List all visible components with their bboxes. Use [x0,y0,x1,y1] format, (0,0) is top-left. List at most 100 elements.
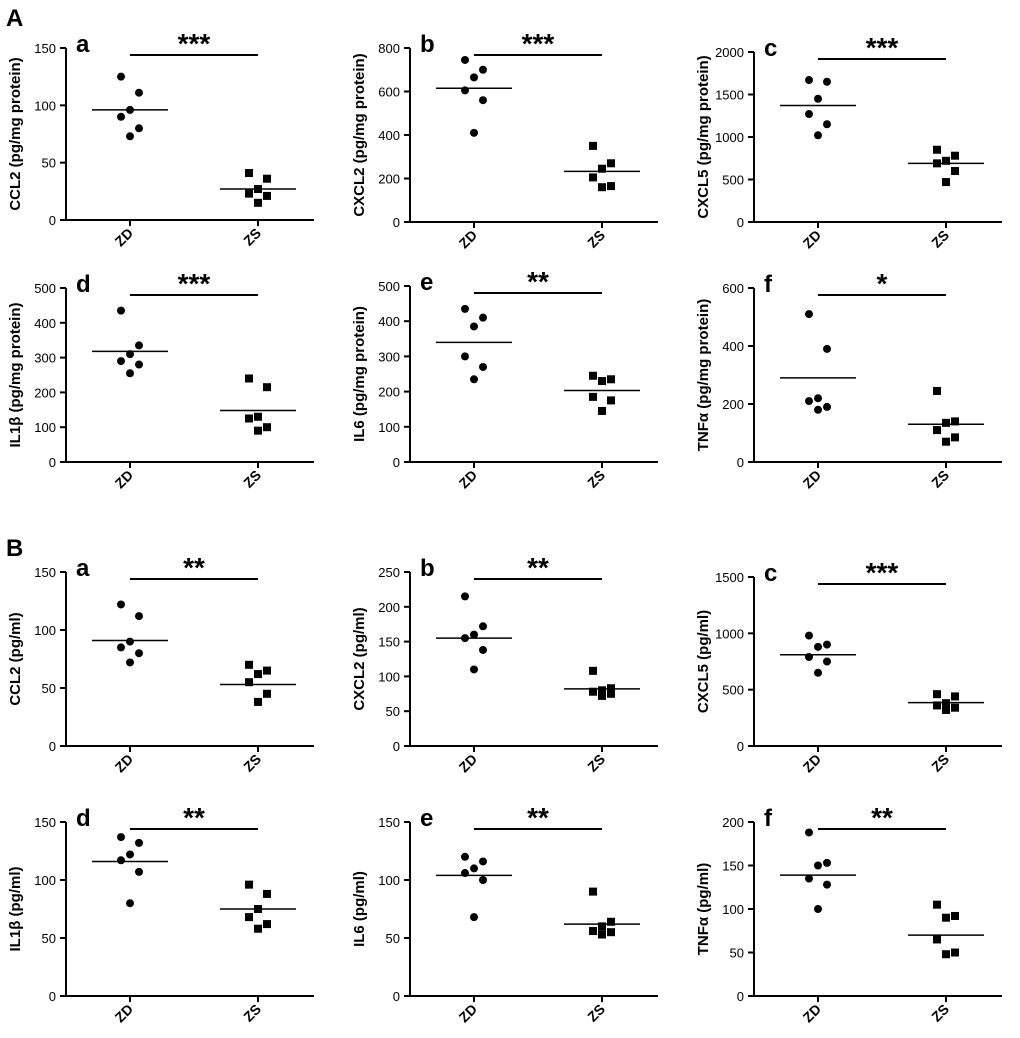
y-axis-label: CXCL2 (pg/ml) [351,607,368,710]
data-point-zs [942,178,950,187]
y-tick-label: 1000 [715,130,744,145]
data-point-zs [589,141,597,150]
data-point-zd [461,304,469,313]
data-point-zd [805,76,813,85]
data-point-zd [805,310,813,319]
data-point-zd [479,857,487,866]
panel-b-f: 0 50 100 150 200 ZD ZS TNFα (pg/ml) f ** [695,802,1002,1025]
data-point-zs [263,666,271,675]
x-category-label: ZD [800,751,825,776]
data-point-zd [135,360,143,369]
panel-letter: b [420,31,435,58]
significance-stars: *** [178,28,211,59]
data-point-zs [589,666,597,675]
significance-stars: ** [527,802,549,833]
data-point-zs [933,426,941,435]
y-axis-label: CCL2 (pg/mg protein) [7,57,24,210]
data-point-zd [814,642,822,651]
panel-b-a: 0 50 100 150 ZD ZS CCL2 (pg/ml) a ** [7,552,314,775]
y-tick-label: 50 [42,681,56,696]
data-point-zs [933,145,941,154]
y-tick-label: 150 [34,41,56,56]
significance-stars: *** [866,32,899,63]
data-point-zd [135,649,143,658]
data-point-zd [135,867,143,876]
data-point-zd [823,657,831,666]
data-point-zs [598,164,606,173]
y-tick-label: 200 [378,600,400,615]
significance-stars: * [877,268,888,299]
panel-a-a: 0 50 100 150 ZD ZS CCL2 (pg/mg protein) a *** [7,28,314,249]
data-point-zs [607,182,615,191]
y-tick-label: 0 [49,455,56,470]
y-tick-label: 200 [378,172,400,187]
data-point-zs [263,383,271,392]
significance-stars: ** [183,802,205,833]
x-category-label: ZD [112,751,137,776]
x-category-label: ZS [240,225,264,249]
y-tick-label: 200 [722,815,744,830]
y-tick-label: 300 [378,349,400,364]
data-point-zd [470,128,478,137]
panel-letter: a [76,555,90,582]
x-category-label: ZD [112,225,137,250]
panel-a-e: 0 100 200 300 400 500 ZD ZS IL6 (pg/mg protein) e… [351,266,658,491]
data-point-zd [117,856,125,865]
data-point-zs [607,917,615,926]
data-point-zs [254,198,262,207]
y-axis-label: IL6 (pg/mg protein) [351,306,368,442]
panel-b-d: 0 50 100 150 ZD ZS IL1β (pg/ml) d ** [7,802,314,1025]
data-point-zs [951,151,959,160]
data-point-zd [135,88,143,97]
x-category-label: ZS [584,751,608,775]
panel-letter: e [420,805,433,832]
data-point-zd [461,352,469,361]
data-point-zd [805,828,813,837]
y-tick-label: 100 [378,669,400,684]
data-point-zd [117,833,125,842]
data-point-zd [814,405,822,414]
panel-a-f: 0 200 400 600 ZD ZS TNFα (pg/mg protein) f * [695,268,1002,491]
data-point-zs [607,375,615,384]
y-tick-label: 100 [34,623,56,638]
x-category-label: ZD [800,1001,825,1026]
data-point-zd [126,369,134,378]
y-tick-label: 500 [722,683,744,698]
y-tick-label: 0 [393,989,400,1004]
x-category-label: ZS [240,751,264,775]
y-tick-label: 0 [737,215,744,230]
data-point-zs [245,374,253,383]
y-tick-label: 50 [386,931,400,946]
data-point-zd [823,402,831,411]
data-point-zd [135,341,143,350]
data-point-zd [805,110,813,119]
y-tick-label: 1500 [715,88,744,103]
y-tick-label: 0 [49,213,56,228]
data-point-zd [117,643,125,652]
data-point-zd [135,612,143,621]
y-tick-label: 400 [34,316,56,331]
data-point-zs [933,386,941,395]
data-point-zs [951,417,959,426]
x-category-label: ZS [928,227,952,251]
x-category-label: ZD [112,1001,137,1026]
y-tick-label: 0 [393,739,400,754]
y-tick-label: 50 [730,946,744,961]
y-tick-label: 0 [737,739,744,754]
y-axis-label: CXCL5 (pg/mg protein) [695,55,712,218]
data-point-zs [245,414,253,423]
panel-letter: d [76,805,91,832]
y-tick-label: 200 [34,385,56,400]
data-point-zd [126,350,134,359]
data-point-zs [245,189,253,198]
data-point-zd [470,665,478,674]
significance-stars: ** [527,266,549,297]
y-axis-label: IL1β (pg/mg protein) [7,303,24,448]
panel-letter: b [420,555,435,582]
data-point-zs [598,686,606,695]
y-tick-label: 500 [378,279,400,294]
data-point-zs [263,191,271,200]
data-point-zd [814,131,822,140]
data-point-zd [814,668,822,677]
data-point-zd [805,874,813,883]
